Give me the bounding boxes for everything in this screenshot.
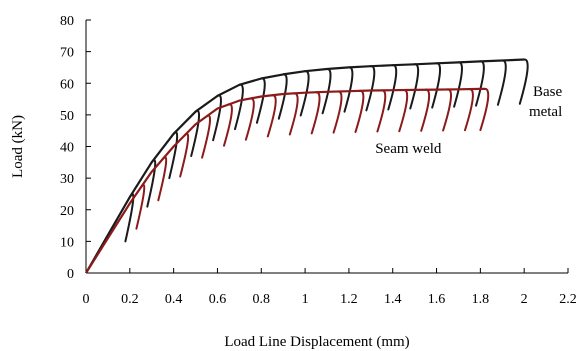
unload-cycle <box>518 58 529 105</box>
x-tick-label: 0.2 <box>121 292 139 307</box>
x-tick-label: 1.6 <box>428 292 446 307</box>
x-tick-label: 2.2 <box>559 292 576 307</box>
unload-cycle <box>398 89 409 133</box>
unload-cycle <box>376 89 387 133</box>
unload-cycle <box>124 193 135 243</box>
x-tick-label: 1 <box>302 292 309 307</box>
y-tick-label: 60 <box>60 77 74 92</box>
unload-cycle <box>310 91 321 135</box>
x-tick-label: 1.2 <box>340 292 358 307</box>
labels: Load (kN) Load Line Displacement (mm) <box>10 115 410 350</box>
y-tick-label: 30 <box>60 172 74 187</box>
x-axis-title: Load Line Displacement (mm) <box>224 334 409 350</box>
y-tick-label: 80 <box>60 14 74 29</box>
unload-cycle <box>135 184 146 230</box>
unload-cycle <box>179 132 190 178</box>
unload-cycle <box>420 88 431 132</box>
unload-cycle <box>234 83 244 131</box>
y-tick-label: 0 <box>67 267 74 282</box>
unload-cycle <box>299 70 310 117</box>
unload-cycle <box>212 94 222 142</box>
unload-cycle <box>365 65 376 112</box>
y-tick-label: 20 <box>60 204 74 219</box>
unload-cycle <box>431 62 442 109</box>
annotation-line: Base <box>533 84 563 100</box>
x-tick-label: 0.4 <box>165 292 183 307</box>
annotation-1: Seam weld <box>375 141 442 157</box>
x-tick-label: 0 <box>83 292 90 307</box>
unload-cycle <box>255 77 266 124</box>
unload-cycle <box>496 59 507 106</box>
unload-cycle <box>475 60 485 107</box>
y-tick-label: 10 <box>60 235 74 250</box>
series-0 <box>85 58 529 274</box>
unload-cycle <box>244 97 255 141</box>
y-tick-label: 50 <box>60 109 74 124</box>
annotation-line: Seam weld <box>375 141 442 157</box>
series-layer <box>85 58 529 274</box>
axes: 0 10 20 30 40 50 60 70 80 0 0.2 0.4 0.6 0.8 1 1.2 1.4 1.6… <box>60 14 576 307</box>
unload-cycle <box>332 90 343 134</box>
annotation-line: metal <box>529 104 562 120</box>
y-tick-label: 70 <box>60 46 74 61</box>
unload-cycle <box>343 66 354 113</box>
unload-cycle <box>168 131 179 180</box>
unload-cycle <box>409 63 420 110</box>
unload-cycle <box>190 109 201 157</box>
unload-cycle <box>277 73 288 120</box>
unload-cycle <box>266 94 277 138</box>
x-tick-label: 0.8 <box>253 292 271 307</box>
unload-cycle <box>157 156 168 202</box>
unload-cycle <box>288 92 299 136</box>
annotation-0: Base metal <box>529 84 563 120</box>
x-tick-label: 1.4 <box>384 292 402 307</box>
y-tick-label: 40 <box>60 141 74 156</box>
series-1 <box>85 87 490 274</box>
unload-cycle <box>354 89 365 133</box>
x-tick-label: 2 <box>521 292 528 307</box>
unload-cycle <box>321 68 332 115</box>
unload-cycle <box>387 64 398 111</box>
unload-cycle <box>442 88 453 132</box>
unload-cycle <box>201 114 212 159</box>
x-tick-label: 1.8 <box>472 292 490 307</box>
x-tick-label: 0.6 <box>209 292 227 307</box>
unload-cycle <box>464 88 474 132</box>
unload-cycle <box>223 103 233 147</box>
unload-cycle <box>453 61 463 108</box>
y-axis-title: Load (kN) <box>10 115 26 178</box>
annotations: Base metal Seam weld <box>375 84 562 157</box>
unload-cycle <box>479 87 490 132</box>
